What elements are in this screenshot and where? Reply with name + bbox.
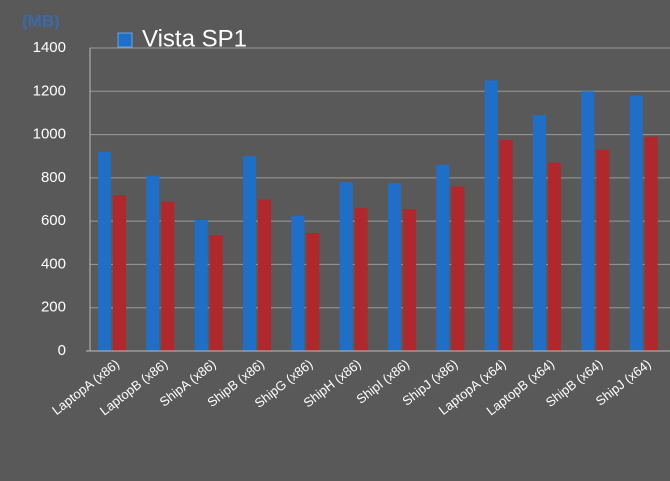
y-tick-label: 800: [41, 169, 66, 186]
bar: [113, 195, 126, 351]
bar: [291, 215, 305, 351]
bar: [403, 209, 416, 351]
y-tick-label: 600: [41, 212, 66, 229]
bar: [451, 186, 465, 351]
bar: [484, 80, 498, 351]
bar: [243, 156, 256, 351]
legend-label: Vista SP1: [142, 25, 247, 52]
legend-swatch: [117, 32, 133, 48]
bar: [533, 115, 546, 351]
bar: [499, 139, 513, 351]
y-tick-label: 1000: [33, 126, 66, 143]
y-axis-label: (MB): [22, 11, 60, 30]
bar: [581, 91, 595, 352]
bar: [644, 136, 658, 351]
y-tick-label: 200: [41, 299, 66, 316]
bar: [354, 208, 368, 351]
bar: [258, 199, 271, 351]
bar: [388, 183, 401, 351]
bar: [548, 162, 561, 351]
bar: [596, 149, 610, 351]
bar: [146, 175, 160, 351]
y-tick-label: 0: [58, 342, 66, 359]
bar: [629, 95, 643, 351]
y-tick-label: 1400: [33, 39, 66, 56]
bar: [339, 182, 353, 351]
y-tick-label: 400: [41, 255, 66, 272]
bar: [161, 201, 175, 351]
bar: [194, 220, 208, 351]
bar: [306, 233, 320, 351]
bar: [209, 235, 223, 351]
bar: [436, 164, 450, 351]
y-tick-label: 1200: [33, 82, 66, 99]
bar: [98, 151, 111, 351]
